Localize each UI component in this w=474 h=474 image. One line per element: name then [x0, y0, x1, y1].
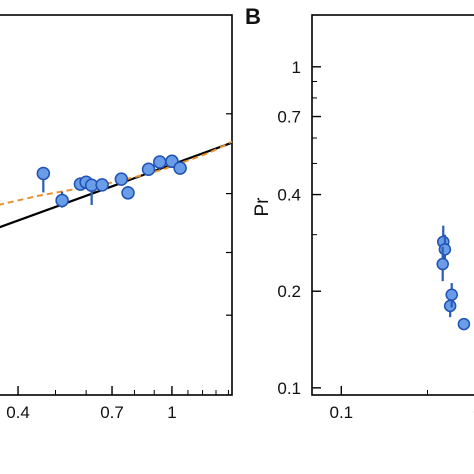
- panel-a-x-tick-label: 1: [167, 403, 176, 422]
- panel-b-x-tick-label: 0.1: [329, 403, 353, 422]
- panel-a-fit-curve-dashed: [0, 140, 233, 206]
- panel-b-points: [436, 225, 471, 331]
- panel-b-y-axis-label: Pr: [252, 197, 273, 217]
- panel-a-data-point: [95, 178, 109, 192]
- panel-b-x-ticks: [340, 386, 429, 395]
- panel-a: 0.4 0.7 1: [0, 14, 233, 422]
- panel-b-y-tick-labels: 0.1 0.2 0.4 0.7 1: [277, 58, 301, 398]
- panel-b-frame: [311, 14, 474, 396]
- panel-a-x-tick-label: 0.7: [100, 403, 124, 422]
- panel-a-x-tick-label: 0.4: [6, 403, 30, 422]
- panel-b-y-tick-label: 0.1: [277, 379, 301, 398]
- panel-b-y-tick-label: 0.2: [277, 282, 301, 301]
- panel-b-data-point: [443, 299, 457, 313]
- panel-a-data-point: [114, 172, 129, 186]
- panel-a-x-tick-labels: 0.4 0.7 1: [6, 403, 176, 422]
- panel-b-y-tick-label: 0.4: [277, 186, 301, 205]
- panel-b-y-tick-label: 1: [292, 58, 301, 77]
- panel-a-points: [36, 154, 187, 208]
- panel-b-y-ticks: [312, 66, 321, 389]
- panel-a-frame: [0, 14, 233, 396]
- panel-b-data-point: [438, 243, 452, 256]
- panel-b-data-point: [457, 317, 471, 331]
- panel-b-y-tick-label: 0.7: [277, 108, 301, 127]
- panel-a-right-ticks: [226, 113, 232, 316]
- panel-b: B Pr 0.1 0.2 0.4 0.7 1 0.10: [245, 4, 474, 422]
- panel-a-data-point: [141, 162, 156, 177]
- panel-a-data-point: [36, 166, 51, 181]
- panel-a-data-point: [152, 155, 167, 169]
- panel-a-data-point: [55, 193, 69, 208]
- panel-b-letter: B: [245, 4, 261, 29]
- panel-b-data-point: [445, 288, 458, 301]
- panel-a-x-ticks: [17, 386, 229, 395]
- panel-a-lines: [0, 140, 233, 229]
- panel-a-data-point: [121, 186, 135, 200]
- panel-a-data-point: [173, 161, 187, 175]
- panel-b-x-tick-labels: 0.10: [329, 403, 474, 422]
- panel-b-data-point: [436, 257, 449, 271]
- panel-a-reference-line: [0, 141, 233, 229]
